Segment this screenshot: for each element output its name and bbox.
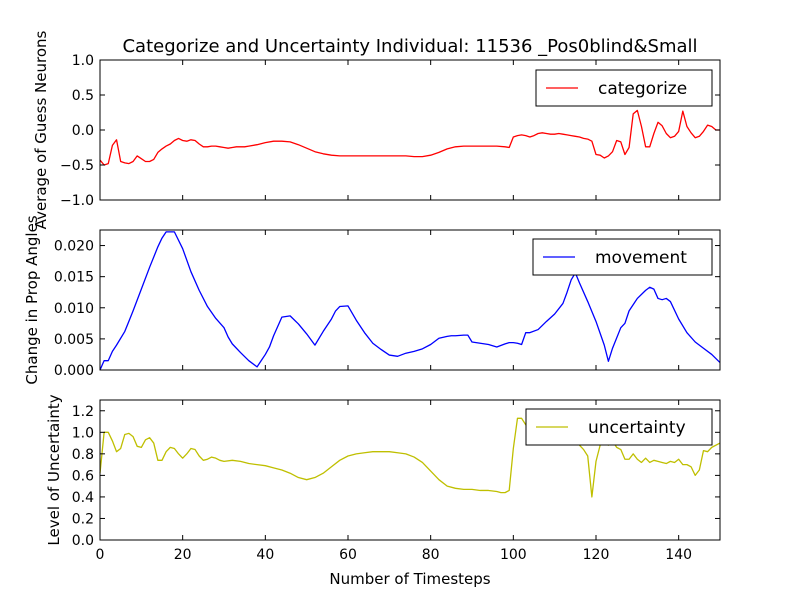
- axes-frame: [99, 399, 721, 541]
- legend-label-categorize: categorize: [598, 79, 687, 99]
- y-tick-label: 1.2: [72, 404, 94, 420]
- x-tick-label: 0: [96, 547, 105, 563]
- y-tick-label: −1.0: [60, 193, 94, 209]
- series-line-uncertainty: [99, 417, 721, 498]
- y-tick-label: 0.4: [72, 490, 94, 506]
- y-tick-label: 0.0: [72, 533, 94, 549]
- x-tick-label: 20: [174, 547, 192, 563]
- legend: categorize: [535, 69, 713, 107]
- legend: uncertainty: [525, 408, 713, 446]
- x-tick-label: 40: [256, 547, 274, 563]
- y-axis-label: Average of Guess Neurons: [32, 30, 50, 229]
- y-tick-label: 0.015: [54, 270, 94, 286]
- y-axis-label: Change in Prop Angles: [23, 215, 41, 384]
- y-tick-label: 0.6: [72, 468, 94, 484]
- legend-label-movement: movement: [595, 248, 687, 268]
- y-tick-label: 0.2: [72, 511, 94, 527]
- x-axis-label: Number of Timesteps: [329, 570, 490, 588]
- y-tick-label: 0.020: [54, 239, 94, 255]
- y-tick-label: 0.0: [72, 123, 94, 139]
- y-tick-label: 0.010: [54, 301, 94, 317]
- x-tick-label: 80: [422, 547, 440, 563]
- y-tick-label: 0.5: [72, 88, 94, 104]
- x-tick-label: 60: [339, 547, 357, 563]
- axes-frame: [99, 229, 721, 371]
- y-tick-label: 1.0: [72, 425, 94, 441]
- y-tick-label: −0.5: [60, 158, 94, 174]
- x-tick-label: 140: [665, 547, 692, 563]
- x-tick-label: 120: [583, 547, 610, 563]
- legend: movement: [532, 238, 713, 276]
- subplot-1: −1.0 −0.5 0.0 0.5 1.0 Average of Guess Neuron…: [32, 30, 721, 229]
- y-tick-label: 0.000: [54, 363, 94, 379]
- figure-title: Categorize and Uncertainty Individual: 1…: [122, 36, 697, 57]
- y-tick-label: 1.0: [72, 53, 94, 69]
- series-line-categorize: [99, 109, 720, 166]
- x-tick-label: 100: [500, 547, 527, 563]
- series-line-movement: [99, 231, 721, 371]
- subplot-panels: −1.0 −0.5 0.0 0.5 1.0 Average of Guess Neuron…: [23, 30, 721, 588]
- y-tick-label: 0.005: [54, 332, 94, 348]
- subplot-3: 0.0 0.2 0.4 0.6 0.8 1.0 1.2 0 20 40 60 80 100 120 140 L…: [45, 394, 721, 588]
- legend-label-uncertainty: uncertainty: [588, 418, 686, 438]
- subplot-2: 0.000 0.005 0.010 0.015 0.020 Change in Prop …: [23, 215, 721, 385]
- y-axis-label: Level of Uncertainty: [45, 394, 63, 545]
- y-tick-label: 0.8: [72, 447, 94, 463]
